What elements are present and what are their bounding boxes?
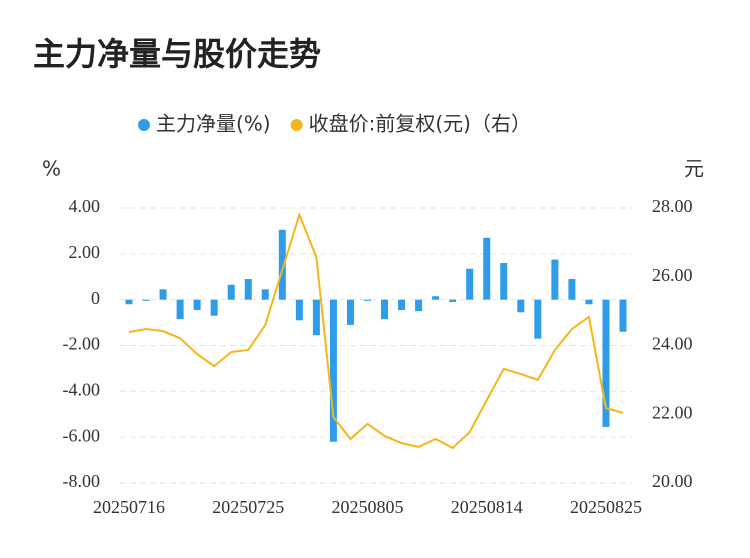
bar [346, 299, 354, 325]
x-tick-label: 20250814 [451, 497, 523, 517]
x-tick-label: 20250825 [570, 497, 642, 517]
bar [244, 279, 252, 300]
bar [398, 299, 406, 310]
bar [176, 299, 184, 320]
legend-marker [138, 119, 150, 131]
y-tick-label: -6.00 [63, 425, 101, 445]
bar [329, 299, 337, 442]
bar [551, 259, 559, 300]
bar [602, 299, 610, 427]
bar [517, 299, 525, 313]
bar [159, 289, 167, 300]
y2-tick-label: 24.00 [652, 334, 693, 354]
bar [449, 299, 457, 302]
bar [312, 299, 320, 336]
y-tick-label: 4.00 [69, 196, 101, 216]
y-tick-label: 0 [91, 288, 100, 308]
x-tick-label: 20250725 [212, 497, 284, 517]
bar [261, 289, 269, 300]
bar [415, 299, 423, 312]
bar [585, 299, 593, 305]
x-tick-label: 20250805 [331, 497, 403, 517]
bar [381, 299, 389, 320]
x-tick-label: 20250716 [93, 497, 165, 517]
y-tick-label: -8.00 [63, 471, 101, 491]
y2-axis-label: 元 [684, 157, 704, 181]
bar [193, 299, 201, 310]
bar [466, 268, 474, 300]
legend-label: 主力净量(%) [156, 112, 271, 136]
bar [363, 299, 371, 301]
bar [619, 299, 627, 332]
y-tick-label: 2.00 [69, 242, 101, 262]
y2-tick-label: 26.00 [652, 265, 693, 285]
bar [500, 263, 508, 300]
bar [210, 299, 218, 316]
bar [227, 284, 235, 300]
line [128, 211, 624, 450]
legend-label: 收盘价:前复权(元)（右） [309, 112, 531, 136]
bar [534, 299, 542, 339]
bar [483, 237, 491, 300]
legend-marker [290, 119, 303, 131]
bar [432, 296, 440, 300]
bar [125, 299, 133, 305]
y-axis-label: % [42, 157, 61, 181]
bar [295, 299, 303, 321]
chart-title: 主力净量与股价走势 [33, 35, 321, 73]
bar [568, 279, 576, 300]
y2-tick-label: 20.00 [652, 471, 693, 491]
y-tick-label: -2.00 [63, 334, 101, 354]
y-tick-label: -4.00 [63, 379, 101, 399]
bar [278, 229, 286, 300]
bar [142, 299, 150, 301]
y2-tick-label: 28.00 [652, 196, 693, 216]
y2-tick-label: 22.00 [652, 402, 693, 422]
